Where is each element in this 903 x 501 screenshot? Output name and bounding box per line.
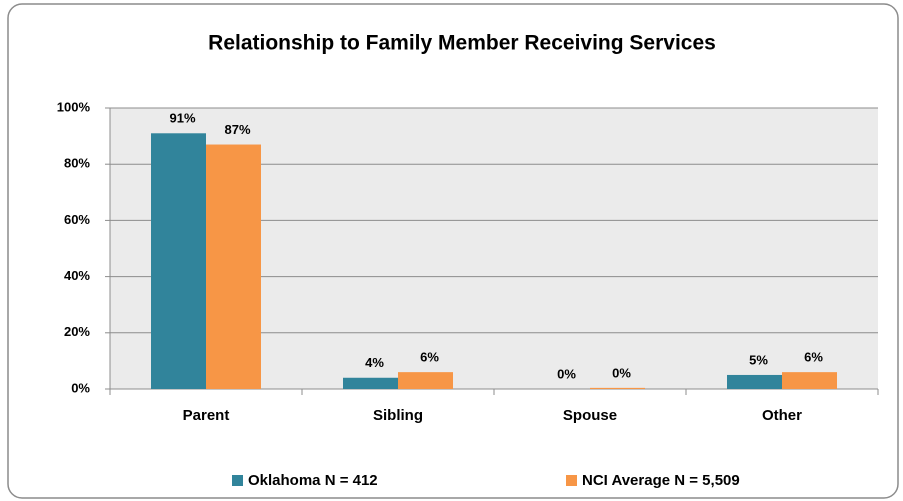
- bar: [151, 133, 206, 389]
- data-label: 5%: [749, 352, 768, 367]
- bar: [343, 377, 398, 389]
- x-tick-label: Sibling: [373, 407, 423, 424]
- y-tick-label: 20%: [64, 324, 90, 339]
- x-tick-label: Spouse: [563, 407, 617, 424]
- x-tick-label: Other: [762, 407, 802, 424]
- y-tick-label: 0%: [71, 380, 90, 395]
- data-label: 6%: [804, 350, 823, 365]
- data-label: 6%: [420, 350, 439, 365]
- data-label: 91%: [169, 111, 195, 126]
- data-label: 0%: [557, 366, 576, 381]
- chart-title: Relationship to Family Member Receiving …: [208, 32, 716, 55]
- y-tick-label: 60%: [64, 212, 90, 227]
- bar: [206, 144, 261, 389]
- legend-swatch: [232, 475, 243, 486]
- data-label: 4%: [365, 355, 384, 370]
- y-tick-label: 80%: [64, 156, 90, 171]
- y-tick-label: 40%: [64, 268, 90, 283]
- bar: [727, 374, 782, 389]
- legend-label: NCI Average N = 5,509: [582, 472, 740, 489]
- legend-label: Oklahoma N = 412: [248, 472, 378, 489]
- legend-swatch: [566, 475, 577, 486]
- bar: [782, 372, 837, 389]
- x-tick-label: Parent: [183, 407, 230, 424]
- data-label: 87%: [224, 122, 250, 137]
- bar: [398, 372, 453, 389]
- bar: [590, 387, 645, 389]
- y-tick-label: 100%: [57, 99, 91, 114]
- data-label: 0%: [612, 365, 631, 380]
